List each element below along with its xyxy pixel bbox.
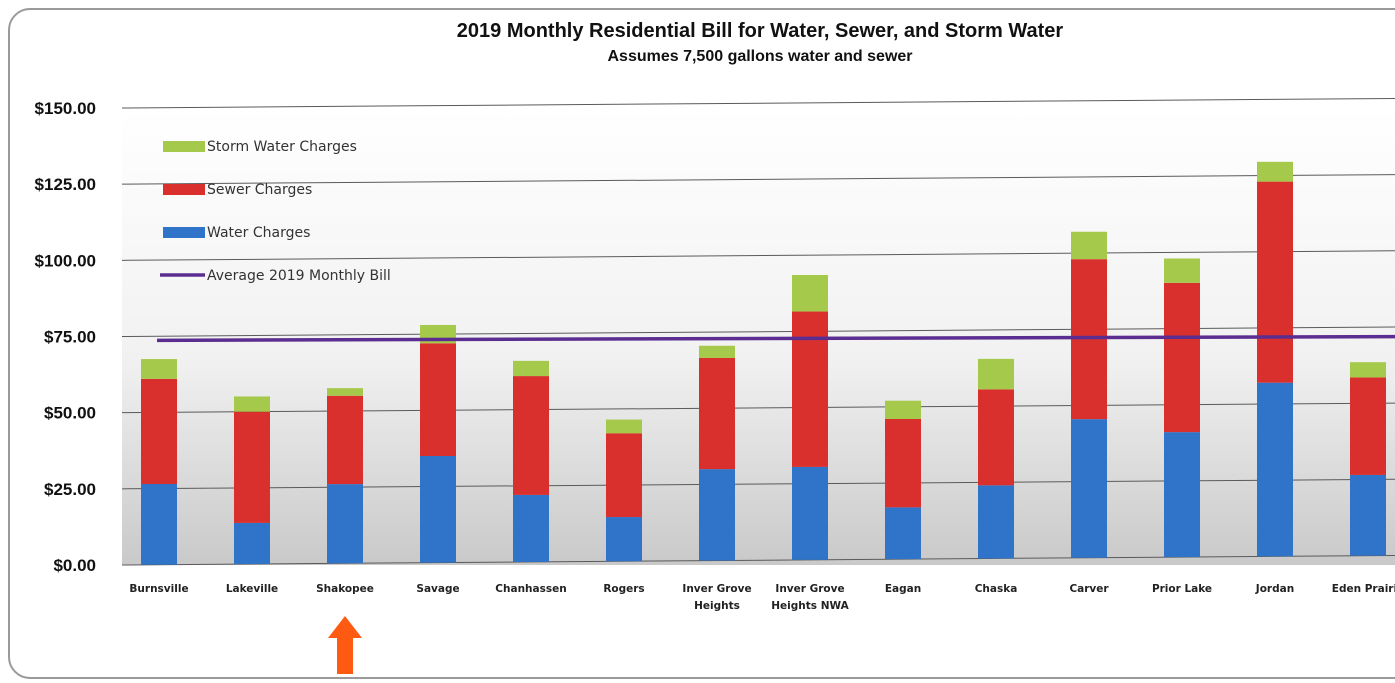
x-tick-label: Chaska [975, 583, 1018, 595]
bar-segment [792, 466, 828, 560]
legend-label: Water Charges [207, 225, 310, 241]
bar-segment [1164, 282, 1200, 433]
bar-segment [978, 485, 1014, 559]
bar-segment [1350, 362, 1386, 378]
highlight-arrow-icon [328, 616, 362, 674]
bar-segment [141, 359, 177, 379]
y-tick-label: $50.00 [44, 404, 96, 423]
y-tick-label: $75.00 [44, 328, 96, 347]
bar-segment [1257, 181, 1293, 383]
bar-segment [234, 411, 270, 523]
bar-segment [141, 378, 177, 484]
bar-segment [1164, 432, 1200, 558]
x-tick-label: Carver [1069, 583, 1109, 595]
bar-segment [885, 400, 921, 419]
bar-segment [885, 507, 921, 560]
bar-segment [327, 484, 363, 564]
bar-segment [141, 483, 177, 565]
bar-segment [885, 418, 921, 508]
bar-segment [1257, 382, 1293, 557]
chart-title: 2019 Monthly Residential Bill for Water,… [456, 20, 1064, 42]
x-tick-label: Prior Lake [1152, 583, 1212, 595]
x-tick-label: Eagan [885, 583, 921, 595]
x-tick-label: Chanhassen [495, 583, 566, 595]
x-tick-label: Burnsville [129, 583, 188, 595]
legend-label: Average 2019 Monthly Bill [207, 268, 391, 284]
x-tick-label: Jordan [1255, 583, 1294, 595]
legend-swatch [163, 141, 205, 152]
bar-segment [1071, 231, 1107, 260]
x-tick-label: Rogers [603, 583, 644, 595]
bar-segment [1071, 419, 1107, 558]
x-tick-label: Heights NWA [771, 600, 849, 612]
chart-subtitle: Assumes 7,500 gallons water and sewer [607, 48, 913, 65]
legend-swatch [163, 184, 205, 195]
bar-segment [606, 517, 642, 562]
x-tick-label: Lakeville [226, 583, 278, 595]
bar-segment [1350, 377, 1386, 475]
x-tick-label: Eden Prairie [1332, 583, 1395, 595]
gridline [121, 97, 1395, 109]
bar-segment [513, 376, 549, 495]
x-tick-label: Heights [694, 600, 740, 612]
bar-segment [699, 469, 735, 561]
y-tick-label: $100.00 [35, 251, 96, 270]
x-tick-label: Inver Grove [682, 583, 751, 595]
bar-segment [234, 396, 270, 412]
bar-segment [420, 455, 456, 563]
bar-segment [606, 433, 642, 518]
bar-segment [699, 357, 735, 470]
bar-segment [1164, 258, 1200, 283]
x-tick-label: Inver Grove [775, 583, 844, 595]
legend-label: Storm Water Charges [207, 139, 357, 155]
gridline [121, 250, 1395, 261]
bar-segment [234, 522, 270, 565]
x-tick-label: Shakopee [316, 583, 374, 595]
bar-segment [978, 358, 1014, 390]
bar-segment [978, 389, 1014, 486]
average-line [156, 334, 1395, 343]
y-tick-label: $25.00 [44, 480, 96, 499]
bar-segment [327, 388, 363, 396]
y-tick-label: $125.00 [35, 175, 96, 194]
bar-segment [606, 419, 642, 434]
bar-segment [1350, 474, 1386, 556]
bar-segment [420, 343, 456, 456]
gridline [121, 174, 1395, 185]
bar-segment [792, 311, 828, 467]
bar-segment [699, 345, 735, 358]
bar-segment [513, 360, 549, 377]
y-tick-label: $150.00 [35, 99, 96, 118]
bar-segment [513, 494, 549, 562]
legend-label: Sewer Charges [207, 182, 312, 198]
x-tick-label: Savage [416, 583, 459, 595]
bar-segment [1257, 161, 1293, 182]
legend-swatch [163, 227, 205, 238]
bar-segment [792, 274, 828, 312]
bar-segment [327, 395, 363, 485]
y-tick-label: $0.00 [53, 556, 96, 575]
